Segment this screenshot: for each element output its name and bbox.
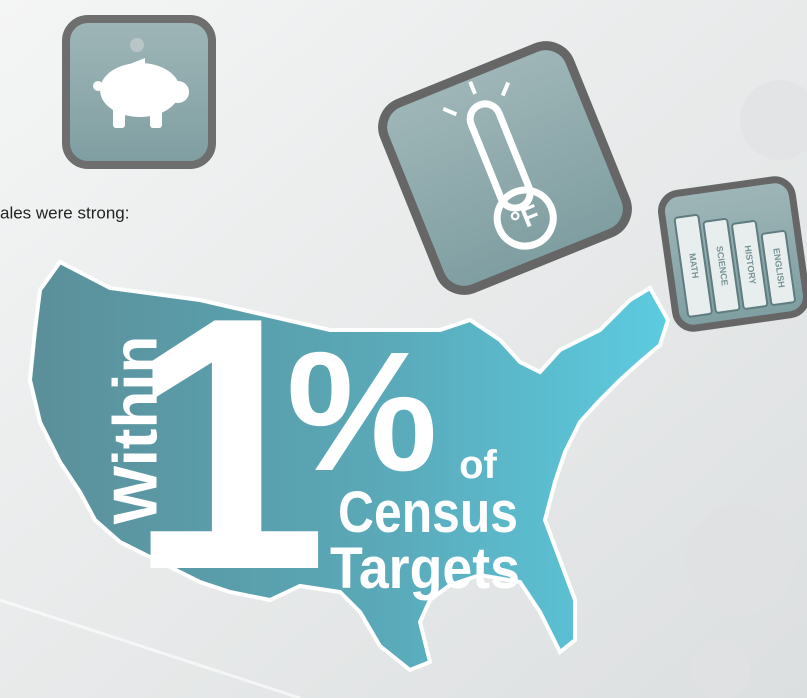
book	[760, 230, 796, 306]
piggy-icon	[62, 15, 216, 169]
gear-decor	[685, 505, 795, 615]
within-text: Within	[101, 336, 170, 525]
census-text: Census	[338, 480, 518, 545]
books-icon: MATH SCIENCE HISTORY ENGLISH	[658, 176, 807, 332]
book	[673, 213, 713, 318]
gear-decor	[740, 80, 807, 160]
thermometer-icon: °F	[378, 41, 632, 295]
book	[731, 220, 769, 310]
targets-text: Targets	[330, 536, 520, 601]
book-label: MATH	[687, 252, 700, 278]
book	[702, 218, 741, 314]
of-text: of	[459, 443, 497, 487]
percent-sign: %	[286, 317, 437, 507]
decor-line	[0, 598, 301, 698]
big-number: 1	[128, 243, 328, 645]
gear-decor	[690, 640, 750, 698]
caption: ales were strong:	[0, 203, 129, 222]
us-map	[27, 259, 671, 673]
